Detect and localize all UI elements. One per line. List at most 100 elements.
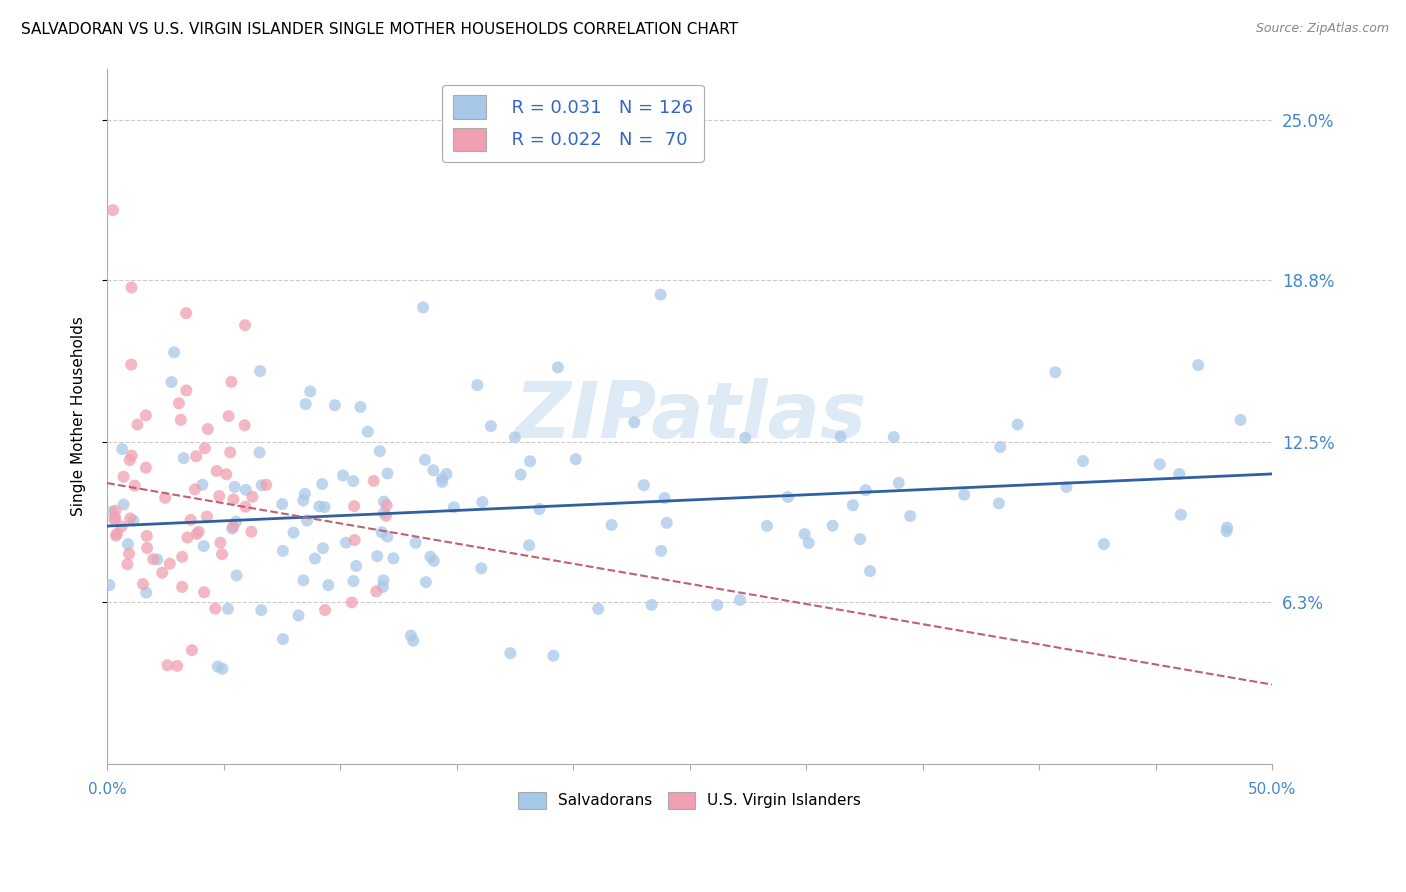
Point bbox=[1215, 524, 1237, 539]
Point bbox=[180, 513, 202, 527]
Point bbox=[235, 500, 257, 514]
Point bbox=[304, 551, 326, 566]
Point bbox=[465, 378, 488, 392]
Point bbox=[208, 489, 231, 503]
Point bbox=[419, 549, 441, 564]
Point bbox=[249, 445, 271, 459]
Point bbox=[254, 478, 277, 492]
Point bbox=[176, 531, 198, 545]
Point bbox=[342, 574, 364, 588]
Point bbox=[432, 475, 454, 489]
Point bbox=[1229, 413, 1251, 427]
Point bbox=[412, 301, 434, 315]
Point bbox=[1149, 457, 1171, 471]
Point bbox=[529, 502, 551, 516]
Point bbox=[135, 409, 157, 423]
Point bbox=[193, 539, 215, 553]
Point bbox=[375, 508, 398, 523]
Point bbox=[225, 568, 247, 582]
Point bbox=[368, 444, 391, 458]
Point bbox=[186, 450, 208, 464]
Point bbox=[314, 500, 336, 514]
Point bbox=[405, 536, 427, 550]
Point bbox=[323, 398, 346, 412]
Point bbox=[104, 528, 127, 542]
Point bbox=[172, 580, 194, 594]
Point bbox=[211, 547, 233, 561]
Point bbox=[163, 345, 186, 359]
Point bbox=[314, 603, 336, 617]
Point bbox=[311, 477, 333, 491]
Point bbox=[855, 483, 877, 498]
Text: 50.0%: 50.0% bbox=[1249, 782, 1296, 797]
Point bbox=[224, 480, 246, 494]
Point bbox=[415, 575, 437, 590]
Point bbox=[217, 602, 239, 616]
Point bbox=[1007, 417, 1029, 432]
Point bbox=[235, 483, 257, 497]
Point bbox=[1056, 480, 1078, 494]
Point bbox=[156, 658, 179, 673]
Point bbox=[499, 646, 522, 660]
Point bbox=[150, 566, 173, 580]
Point bbox=[242, 490, 264, 504]
Point bbox=[218, 409, 240, 424]
Point bbox=[1045, 365, 1067, 379]
Point bbox=[883, 430, 905, 444]
Point bbox=[186, 527, 208, 541]
Point bbox=[135, 460, 157, 475]
Point bbox=[650, 287, 672, 301]
Point bbox=[821, 518, 844, 533]
Point bbox=[640, 598, 662, 612]
Point bbox=[371, 580, 394, 594]
Point bbox=[249, 364, 271, 378]
Point bbox=[104, 503, 127, 517]
Text: SALVADORAN VS U.S. VIRGIN ISLANDER SINGLE MOTHER HOUSEHOLDS CORRELATION CHART: SALVADORAN VS U.S. VIRGIN ISLANDER SINGL… bbox=[21, 22, 738, 37]
Point bbox=[332, 468, 354, 483]
Point bbox=[101, 505, 124, 519]
Point bbox=[287, 608, 309, 623]
Point bbox=[120, 358, 142, 372]
Point bbox=[122, 514, 145, 528]
Point bbox=[413, 452, 436, 467]
Y-axis label: Single Mother Households: Single Mother Households bbox=[72, 317, 86, 516]
Point bbox=[377, 467, 399, 481]
Point bbox=[117, 537, 139, 551]
Point bbox=[174, 306, 197, 320]
Point bbox=[443, 500, 465, 515]
Point bbox=[859, 564, 882, 578]
Point bbox=[160, 375, 183, 389]
Point bbox=[172, 549, 194, 564]
Point bbox=[373, 574, 395, 588]
Point bbox=[1092, 537, 1115, 551]
Point bbox=[110, 519, 132, 533]
Point bbox=[430, 472, 453, 486]
Point bbox=[399, 628, 422, 642]
Point bbox=[471, 495, 494, 509]
Point bbox=[887, 475, 910, 490]
Point bbox=[194, 441, 217, 455]
Point bbox=[375, 498, 398, 512]
Point bbox=[292, 574, 315, 588]
Point bbox=[153, 491, 176, 505]
Point bbox=[793, 527, 815, 541]
Point bbox=[623, 415, 645, 429]
Point bbox=[105, 526, 128, 541]
Point bbox=[135, 529, 157, 543]
Point bbox=[101, 203, 124, 218]
Point bbox=[180, 643, 202, 657]
Point bbox=[271, 544, 294, 558]
Point bbox=[343, 499, 366, 513]
Point bbox=[193, 585, 215, 599]
Point bbox=[219, 445, 242, 459]
Point bbox=[349, 400, 371, 414]
Point bbox=[124, 478, 146, 492]
Point bbox=[176, 384, 198, 398]
Point bbox=[564, 452, 586, 467]
Point bbox=[195, 509, 218, 524]
Point bbox=[221, 522, 243, 536]
Point bbox=[650, 544, 672, 558]
Point bbox=[344, 558, 367, 573]
Point bbox=[842, 498, 865, 512]
Point bbox=[233, 318, 256, 333]
